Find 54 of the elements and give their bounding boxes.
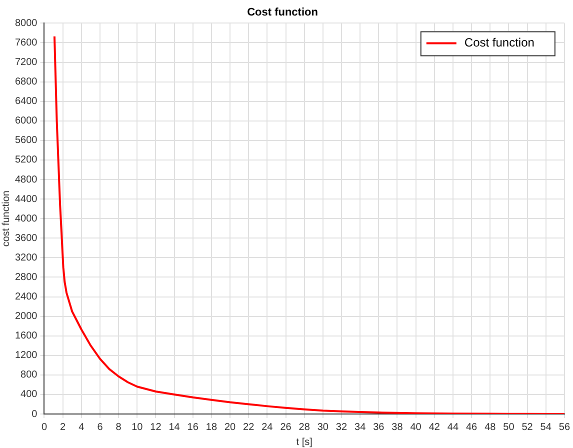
y-tick-label: 4000 <box>14 213 38 224</box>
x-tick-label: 50 <box>503 422 515 433</box>
x-tick-label: 56 <box>558 422 570 433</box>
x-tick-label: 24 <box>262 422 274 433</box>
y-tick-label: 400 <box>20 389 38 400</box>
x-tick-label: 20 <box>224 422 236 433</box>
y-tick-label: 1200 <box>14 350 38 362</box>
x-tick-label: 4 <box>78 422 85 433</box>
x-tick-label: 28 <box>298 422 310 433</box>
x-tick-label: 10 <box>132 422 144 433</box>
y-tick-label: 2400 <box>14 292 38 303</box>
x-tick-label: 26 <box>280 422 292 433</box>
x-tick-label: 14 <box>168 422 180 433</box>
x-tick-label: 22 <box>243 422 255 433</box>
y-tick-label: 1600 <box>14 330 38 342</box>
x-tick-label: 44 <box>447 422 459 433</box>
y-tick-label: 800 <box>20 370 38 381</box>
y-tick-label: 4800 <box>14 174 38 186</box>
y-tick-label: 2000 <box>14 311 38 322</box>
y-tick-label: 3200 <box>14 252 38 264</box>
x-tick-label: 0 <box>41 422 48 433</box>
y-tick-label: 7200 <box>14 57 38 68</box>
y-tick-label: 5600 <box>14 135 38 146</box>
x-tick-label: 12 <box>150 422 162 433</box>
x-tick-label: 2 <box>60 422 66 433</box>
y-tick-label: 7600 <box>14 37 38 48</box>
x-tick-label: 40 <box>410 422 422 433</box>
y-tick-label: 6000 <box>14 116 38 127</box>
legend-label: Cost function <box>464 36 534 50</box>
y-tick-label: 6400 <box>14 96 38 108</box>
x-tick-label: 48 <box>484 422 496 433</box>
x-tick-label: 52 <box>522 422 534 433</box>
chart-title: Cost function <box>247 6 318 19</box>
x-tick-label: 8 <box>116 422 122 433</box>
y-axis-title: cost function <box>0 190 12 247</box>
x-tick-label: 42 <box>428 422 440 433</box>
x-tick-label: 6 <box>97 422 104 433</box>
y-tick-label: 4400 <box>14 194 38 205</box>
y-tick-label: 5200 <box>14 154 38 166</box>
y-tick-label: 2800 <box>14 272 38 283</box>
x-tick-label: 54 <box>540 422 552 433</box>
x-tick-label: 36 <box>373 422 385 433</box>
y-tick-label: 3600 <box>14 232 38 244</box>
y-tick-label: 6800 <box>14 76 38 88</box>
y-tick-label: 0 <box>32 408 38 420</box>
y-tick-label: 8000 <box>14 18 38 29</box>
x-axis-title: t [s] <box>296 436 313 448</box>
x-tick-label: 30 <box>317 422 329 433</box>
x-tick-label: 18 <box>206 422 218 433</box>
x-tick-label: 46 <box>466 422 478 433</box>
x-tick-label: 34 <box>354 422 366 433</box>
x-tick-label: 38 <box>392 422 404 433</box>
x-tick-label: 32 <box>336 422 348 433</box>
x-tick-label: 16 <box>187 422 199 433</box>
